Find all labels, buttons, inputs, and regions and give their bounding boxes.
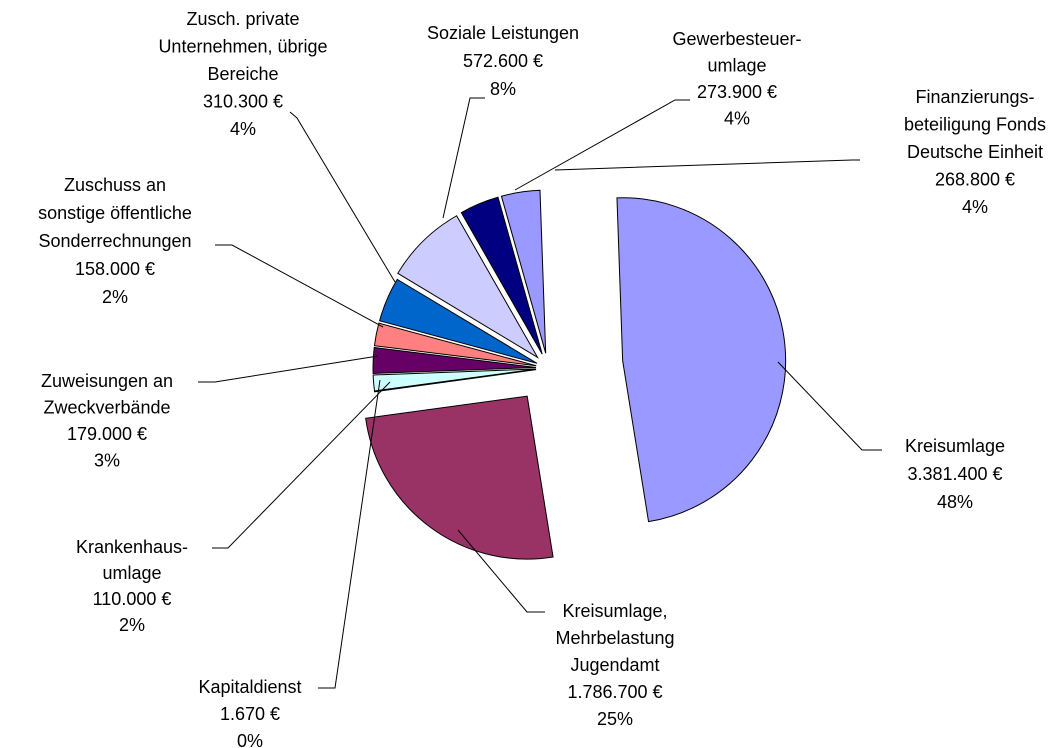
slice-label: Zusch. private	[186, 9, 299, 29]
slice-label: Zuweisungen an	[41, 371, 173, 391]
slice-label: Kapitaldienst	[198, 677, 301, 697]
slice-label: Kreisumlage,	[562, 601, 667, 621]
value-label: 110.000 €	[93, 589, 172, 609]
value-label: 3.381.400 €	[907, 464, 1002, 484]
leader-line	[777, 361, 882, 451]
slice-label: Krankenhaus-	[76, 537, 188, 557]
value-label: 1.670 €	[220, 704, 280, 724]
percent-label: 4%	[724, 108, 750, 128]
slice-label: Jugendamt	[570, 655, 659, 675]
pie-slice	[374, 369, 537, 393]
pie-slice	[373, 322, 537, 367]
leader-line	[318, 379, 381, 689]
slice-label: beteiligung Fonds	[904, 114, 1046, 134]
slice-label: Gewerbesteuer-	[672, 29, 801, 49]
percent-label: 4%	[962, 197, 988, 217]
percent-label: 2%	[119, 615, 145, 635]
slice-label: Zweckverbände	[43, 397, 170, 417]
slice-label: umlage	[707, 55, 766, 75]
slice-label: Deutsche Einheit	[907, 142, 1043, 162]
value-label: 1.786.700 €	[567, 682, 662, 702]
leader-line	[212, 381, 391, 549]
pie-slice	[365, 395, 554, 560]
pie-slice	[460, 196, 543, 355]
value-label: 572.600 €	[463, 51, 543, 71]
pie-slice	[500, 189, 547, 354]
leader-line	[289, 111, 396, 283]
slice-label: sonstige öffentliche	[38, 203, 192, 223]
slice-label: Mehrbelastung	[555, 628, 674, 648]
pie-slice	[397, 215, 539, 359]
slice-label: Bereiche	[207, 64, 278, 84]
leader-line	[514, 99, 690, 191]
pie-slice	[616, 197, 787, 523]
slice-label: Sonderrechnungen	[38, 231, 191, 251]
leader-line	[215, 244, 384, 328]
slice-label: umlage	[102, 563, 161, 583]
pie-slice	[372, 346, 537, 374]
value-label: 310.300 €	[203, 91, 283, 111]
leader-line	[457, 529, 545, 613]
slice-label: Finanzierungs-	[915, 87, 1034, 107]
value-label: 273.900 €	[697, 82, 777, 102]
leader-line	[198, 355, 379, 383]
percent-label: 2%	[102, 287, 128, 307]
slice-label: Kreisumlage	[905, 436, 1005, 456]
percent-label: 8%	[490, 79, 516, 99]
leader-line	[554, 159, 860, 171]
percent-label: 0%	[237, 731, 263, 748]
pie-slice	[372, 368, 537, 392]
value-label: 179.000 €	[67, 424, 147, 444]
slice-label: Soziale Leistungen	[427, 23, 579, 43]
slice-label: Zuschuss an	[64, 175, 166, 195]
percent-label: 25%	[597, 709, 633, 729]
value-label: 158.000 €	[75, 259, 155, 279]
percent-label: 4%	[230, 119, 256, 139]
percent-label: 48%	[937, 492, 973, 512]
percent-label: 3%	[94, 450, 120, 470]
leader-line	[442, 97, 485, 219]
value-label: 268.800 €	[935, 169, 1015, 189]
pie-slice	[378, 278, 538, 364]
slice-label: Unternehmen, übrige	[158, 36, 327, 56]
